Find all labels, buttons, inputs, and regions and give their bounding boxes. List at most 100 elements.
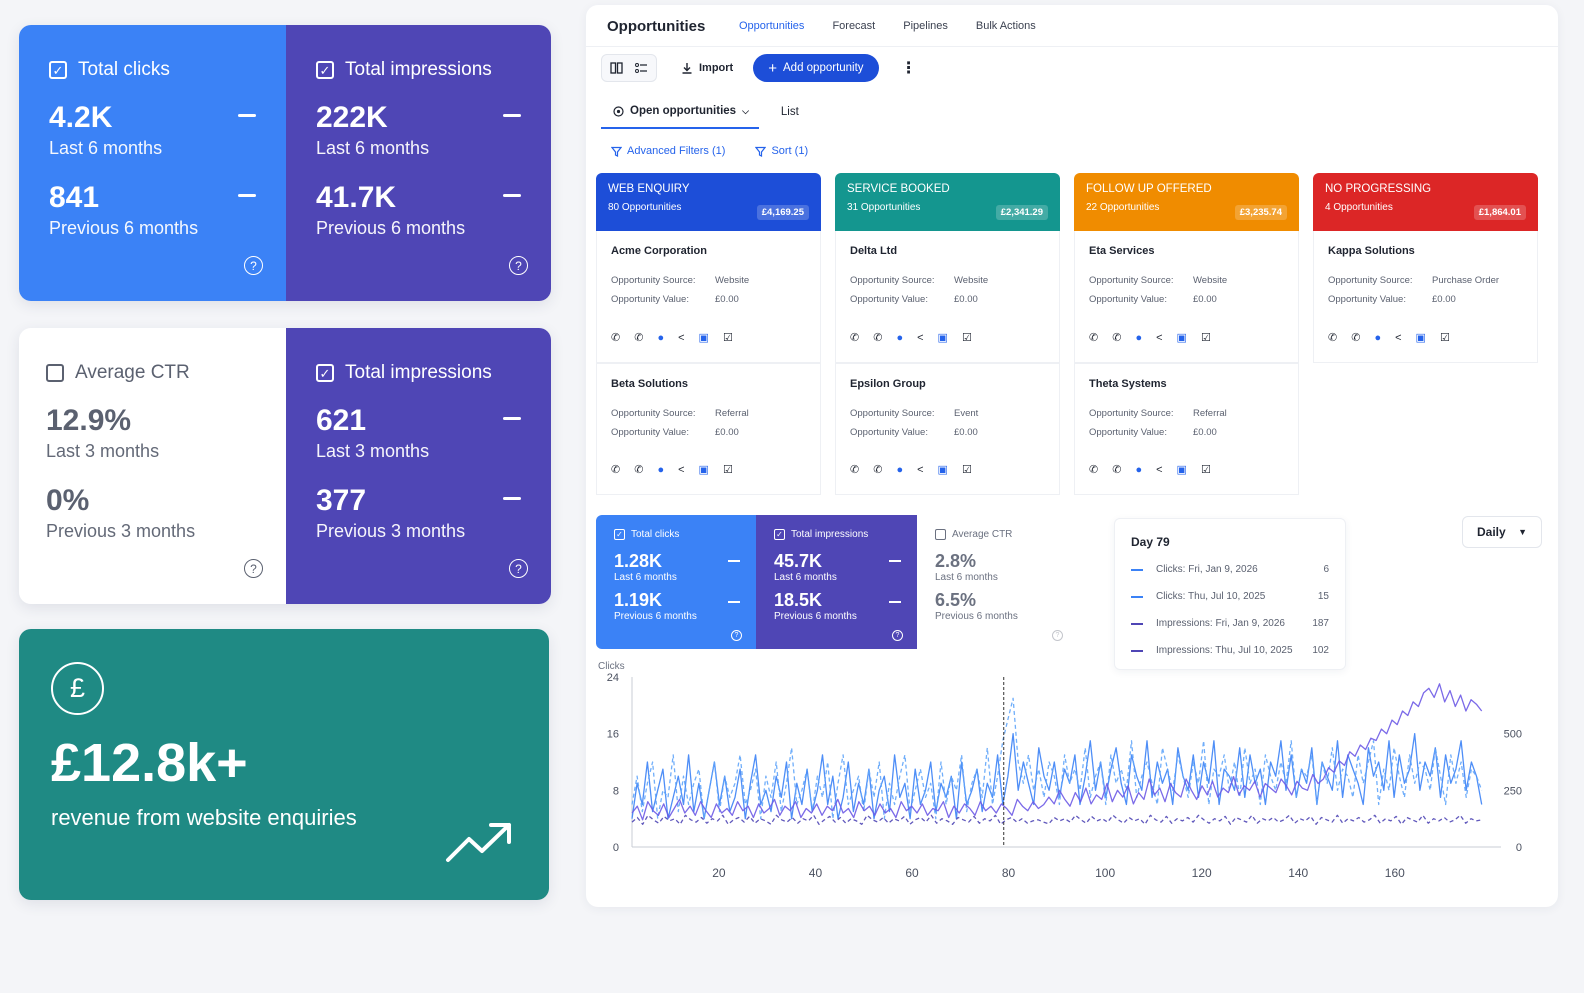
call-icon[interactable]: ✆ (634, 464, 644, 476)
calendar-icon[interactable]: ▣ (937, 332, 948, 344)
value-amount: £0.00 (954, 294, 978, 305)
share-icon[interactable]: < (1395, 331, 1402, 344)
mini-label: Total clicks (631, 529, 680, 540)
help-icon[interactable]: ? (731, 630, 742, 641)
mini-previous-value: 6.5% (935, 590, 977, 610)
contact-icon[interactable]: ● (896, 331, 904, 344)
checkbox-icon[interactable]: ✓ (774, 529, 785, 540)
calendar-icon[interactable]: ▣ (1415, 332, 1426, 344)
sort-button[interactable]: Sort (1) (755, 145, 808, 157)
column-header[interactable]: SERVICE BOOKED 31 Opportunities £2,341.2… (835, 173, 1060, 231)
calendar-icon[interactable]: ▣ (698, 464, 709, 476)
task-icon[interactable]: ☑ (1439, 332, 1450, 344)
help-icon[interactable]: ? (244, 256, 263, 275)
mini-average-ctr[interactable]: Average CTR 2.8% Last 6 months 6.5% Prev… (917, 515, 1077, 649)
value-label: Opportunity Value: (611, 294, 689, 305)
checkbox-icon[interactable]: ✓ (316, 61, 334, 79)
phone-icon[interactable]: ✆ (1328, 332, 1338, 344)
call-icon[interactable]: ✆ (1351, 332, 1361, 344)
tab-forecast[interactable]: Forecast (832, 20, 876, 32)
help-icon[interactable]: ? (244, 559, 263, 578)
phone-icon[interactable]: ✆ (1089, 332, 1099, 344)
dash-icon (238, 194, 256, 197)
phone-icon[interactable]: ✆ (850, 332, 860, 344)
average-ctr-card[interactable]: Average CTR 12.9% Last 3 months 0% Previou… (19, 328, 286, 604)
opportunity-card[interactable]: Acme Corporation Opportunity Source: Webs… (596, 231, 821, 363)
share-icon[interactable]: < (678, 331, 685, 344)
task-icon[interactable]: ☑ (722, 464, 733, 476)
total-impressions-card[interactable]: ✓ Total impressions 222K Last 6 months 41.… (286, 25, 551, 301)
call-icon[interactable]: ✆ (1112, 332, 1122, 344)
value-label: Opportunity Value: (611, 427, 689, 438)
column-header[interactable]: WEB ENQUIRY 80 Opportunities £4,169.25 (596, 173, 821, 231)
calendar-icon[interactable]: ▣ (698, 332, 709, 344)
series-line-1 (631, 697, 1483, 820)
contact-icon[interactable]: ● (657, 463, 665, 476)
open-opportunities-dropdown[interactable]: Open opportunities ⌵ (601, 95, 759, 129)
tab-bar: Opportunities Forecast Pipelines Bulk Ac… (739, 20, 1036, 32)
phone-icon[interactable]: ✆ (850, 464, 860, 476)
task-icon[interactable]: ☑ (722, 332, 733, 344)
contact-icon[interactable]: ● (1135, 331, 1143, 344)
value-label: Opportunity Value: (1089, 294, 1167, 305)
call-icon[interactable]: ✆ (634, 332, 644, 344)
call-icon[interactable]: ✆ (873, 464, 883, 476)
phone-icon[interactable]: ✆ (611, 332, 621, 344)
task-icon[interactable]: ☑ (961, 464, 972, 476)
share-icon[interactable]: < (678, 463, 685, 476)
more-options-icon[interactable]: ⋮ (900, 60, 917, 77)
calendar-icon[interactable]: ▣ (1176, 332, 1187, 344)
help-icon[interactable]: ? (1052, 630, 1063, 641)
list-view-link[interactable]: List (780, 106, 799, 118)
calendar-icon[interactable]: ▣ (1176, 464, 1187, 476)
total-clicks-card[interactable]: ✓ Total clicks 4.2K Last 6 months 841 Previ… (19, 25, 286, 301)
calendar-icon[interactable]: ▣ (937, 464, 948, 476)
share-icon[interactable]: < (1156, 331, 1163, 344)
phone-icon[interactable]: ✆ (1089, 464, 1099, 476)
opportunity-card[interactable]: Epsilon Group Opportunity Source: Event O… (835, 363, 1060, 495)
opportunity-card[interactable]: Beta Solutions Opportunity Source: Referr… (596, 363, 821, 495)
series-swatch (1131, 649, 1143, 652)
checkbox-icon[interactable]: ✓ (316, 364, 334, 382)
board-view-icon[interactable] (610, 62, 623, 74)
checkbox-icon[interactable] (935, 529, 946, 540)
import-button[interactable]: Import (671, 54, 743, 82)
task-icon[interactable]: ☑ (1200, 332, 1211, 344)
list-view-icon[interactable] (635, 62, 648, 74)
granularity-dropdown[interactable]: Daily ▼ (1462, 516, 1542, 548)
total-impressions-card-3m[interactable]: ✓ Total impressions 621 Last 3 months 377 P… (286, 328, 551, 604)
share-icon[interactable]: < (917, 331, 924, 344)
help-icon[interactable]: ? (892, 630, 903, 641)
opportunity-card[interactable]: Kappa Solutions Opportunity Source: Purch… (1313, 231, 1538, 363)
help-icon[interactable]: ? (509, 559, 528, 578)
mini-current-period: Last 6 months (614, 572, 677, 583)
mini-total-clicks[interactable]: ✓ Total clicks 1.28K Last 6 months 1.19K … (596, 515, 756, 649)
checkbox-icon[interactable]: ✓ (49, 61, 67, 79)
share-icon[interactable]: < (1156, 463, 1163, 476)
checkbox-icon[interactable]: ✓ (614, 529, 625, 540)
tab-bulk-actions[interactable]: Bulk Actions (975, 20, 1036, 32)
column-header[interactable]: FOLLOW UP OFFERED 22 Opportunities £3,23… (1074, 173, 1299, 231)
share-icon[interactable]: < (917, 463, 924, 476)
opportunity-card[interactable]: Delta Ltd Opportunity Source: Website Opp… (835, 231, 1060, 363)
checkbox-icon[interactable] (46, 364, 64, 382)
call-icon[interactable]: ✆ (1112, 464, 1122, 476)
contact-icon[interactable]: ● (657, 331, 665, 344)
task-icon[interactable]: ☑ (961, 332, 972, 344)
contact-icon[interactable]: ● (1374, 331, 1382, 344)
opportunity-card[interactable]: Eta Services Opportunity Source: Website … (1074, 231, 1299, 363)
opportunity-card[interactable]: Theta Systems Opportunity Source: Referra… (1074, 363, 1299, 495)
add-opportunity-button[interactable]: + Add opportunity (753, 54, 879, 82)
tab-pipelines[interactable]: Pipelines (903, 20, 948, 32)
advanced-filters-button[interactable]: Advanced Filters (1) (611, 145, 725, 157)
column-header[interactable]: NO PROGRESSING 4 Opportunities £1,864.01 (1313, 173, 1538, 231)
tab-opportunities[interactable]: Opportunities (739, 20, 805, 32)
mini-total-impressions[interactable]: ✓ Total impressions 45.7K Last 6 months 1… (756, 515, 917, 649)
task-icon[interactable]: ☑ (1200, 464, 1211, 476)
contact-icon[interactable]: ● (1135, 463, 1143, 476)
contact-icon[interactable]: ● (896, 463, 904, 476)
phone-icon[interactable]: ✆ (611, 464, 621, 476)
call-icon[interactable]: ✆ (873, 332, 883, 344)
help-icon[interactable]: ? (509, 256, 528, 275)
pipeline-column: FOLLOW UP OFFERED 22 Opportunities £3,23… (1074, 173, 1299, 495)
